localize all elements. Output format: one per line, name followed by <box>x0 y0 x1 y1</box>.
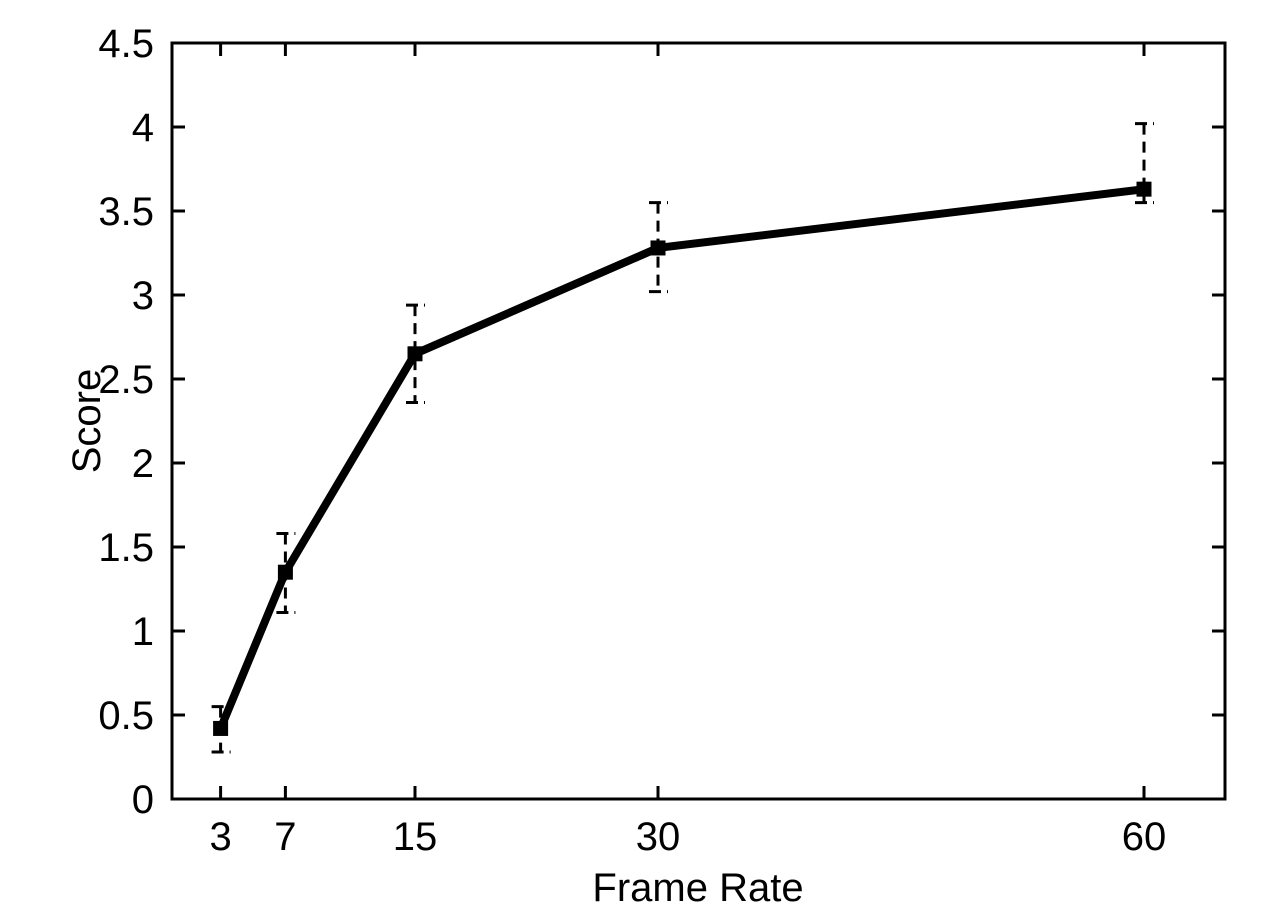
y-tick-label: 2 <box>132 442 154 486</box>
y-tick-label: 2.5 <box>98 358 154 402</box>
y-tick-label: 0 <box>132 778 154 822</box>
y-tick-label: 3 <box>132 274 154 318</box>
y-axis-label: Score <box>65 369 109 474</box>
data-point-marker <box>213 720 229 736</box>
data-point-marker <box>277 564 293 580</box>
y-tick-label: 4.5 <box>98 22 154 66</box>
y-tick-label: 4 <box>132 106 154 150</box>
data-point-marker <box>407 346 423 362</box>
x-tick-label: 15 <box>393 815 438 859</box>
x-tick-label: 60 <box>1122 815 1167 859</box>
x-tick-label: 30 <box>636 815 681 859</box>
data-point-marker <box>650 240 666 256</box>
data-line <box>216 185 1145 730</box>
x-axis-label: Frame Rate <box>592 866 803 910</box>
y-tick-label: 1 <box>132 610 154 654</box>
plot-frame <box>170 41 1227 801</box>
y-tick-label: 0.5 <box>98 694 154 738</box>
x-tick-label: 7 <box>274 815 296 859</box>
x-tick-label: 3 <box>209 815 231 859</box>
y-tick-label: 1.5 <box>98 526 154 570</box>
y-tick-label: 3.5 <box>98 190 154 234</box>
data-point-marker <box>1136 181 1152 197</box>
